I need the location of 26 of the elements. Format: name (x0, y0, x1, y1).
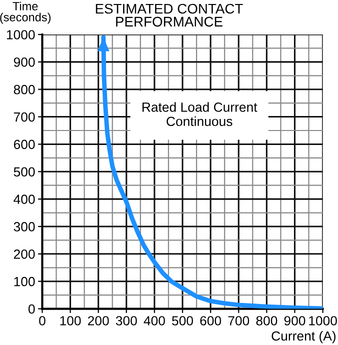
x-tick-label: 800 (256, 316, 278, 326)
x-tick-label: 400 (144, 316, 165, 326)
y-tick-label: 900 (14, 57, 35, 67)
chart-title: ESTIMATED CONTACT PERFORMANCE (96, 4, 243, 27)
x-tick-label: 1000 (309, 316, 337, 326)
y-tick-label: 1000 (6, 30, 35, 40)
y-tick-label: 700 (14, 112, 35, 122)
y-tick-label: 800 (14, 84, 35, 94)
y-tick-label: 600 (14, 140, 35, 150)
x-tick-label: 500 (172, 316, 194, 326)
x-tick-label: 100 (60, 316, 81, 326)
x-tick-label: 700 (228, 316, 250, 326)
y-tick-label: 100 (14, 276, 35, 286)
annotation: Rated Load Current Continuous (142, 102, 258, 126)
x-tick-label: 0 (39, 316, 46, 326)
y-tick-label: 200 (14, 249, 35, 259)
y-tick-label: 300 (14, 222, 35, 232)
y-tick-label: 500 (14, 167, 35, 177)
x-axis-title: Current (A) (272, 330, 336, 344)
x-tick-label: 300 (116, 316, 137, 326)
x-tick-label: 600 (200, 316, 222, 326)
x-tick-label: 900 (284, 316, 306, 326)
x-tick-label: 200 (88, 316, 109, 326)
y-axis-title: Time (seconds) (0, 2, 51, 24)
y-tick-label: 0 (28, 304, 35, 314)
y-tick-label: 400 (14, 194, 35, 204)
